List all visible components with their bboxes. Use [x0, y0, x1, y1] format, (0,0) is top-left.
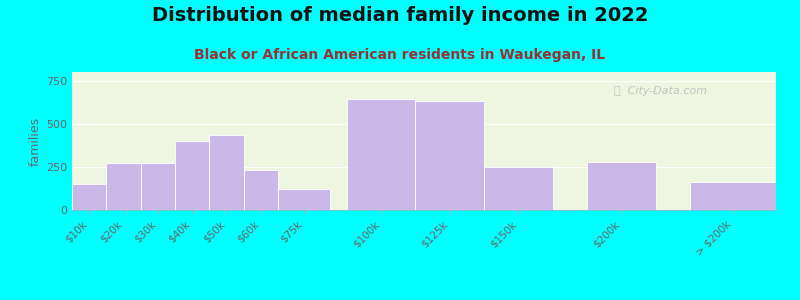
- Bar: [175, 141, 210, 210]
- Bar: [346, 99, 415, 210]
- Text: Distribution of median family income in 2022: Distribution of median family income in …: [152, 6, 648, 25]
- Bar: [141, 163, 175, 210]
- Bar: [244, 170, 278, 210]
- Bar: [210, 135, 244, 210]
- Bar: [484, 167, 553, 210]
- Bar: [106, 163, 141, 210]
- Bar: [415, 101, 484, 210]
- Bar: [690, 182, 776, 210]
- Y-axis label: families: families: [29, 116, 42, 166]
- Bar: [278, 189, 330, 210]
- Text: Black or African American residents in Waukegan, IL: Black or African American residents in W…: [194, 48, 606, 62]
- Bar: [587, 162, 656, 210]
- Text: ⓘ  City-Data.com: ⓘ City-Data.com: [614, 86, 707, 96]
- Bar: [72, 184, 106, 210]
